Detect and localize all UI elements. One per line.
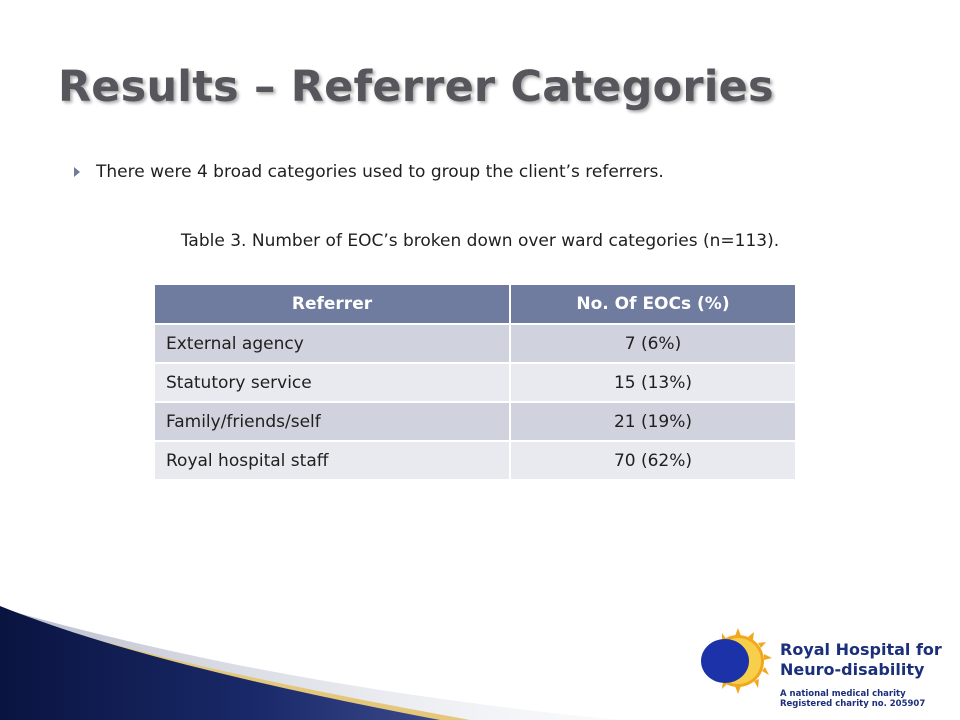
eoc-count-cell: 21 (19%): [510, 402, 795, 442]
eoc-count-cell: 70 (62%): [510, 441, 795, 481]
logo-tagline-line2: Registered charity no. 205907: [780, 699, 926, 709]
eoc-count-cell: 15 (13%): [510, 363, 795, 403]
table-row: Royal hospital staff 70 (62%): [155, 441, 795, 481]
column-header-referrer: Referrer: [155, 285, 511, 325]
slide-title: Results – Referrer Categories: [58, 62, 774, 112]
bullet-triangle-icon: [74, 167, 80, 177]
decorative-swoosh: [0, 606, 620, 720]
rhn-logo: Royal Hospital for Neuro-disability A na…: [692, 628, 942, 718]
table-row: External agency 7 (6%): [155, 324, 795, 364]
table-row: Statutory service 15 (13%): [155, 363, 795, 403]
logo-tagline-line1: A national medical charity: [780, 689, 906, 699]
column-header-eocs: No. Of EOCs (%): [510, 285, 795, 325]
table-caption: Table 3. Number of EOC’s broken down ove…: [180, 231, 780, 251]
referrer-cell: Family/friends/self: [155, 402, 511, 442]
logo-name: Royal Hospital for Neuro-disability: [780, 640, 942, 680]
bullet-item: There were 4 broad categories used to gr…: [70, 162, 664, 182]
sun-logo-icon: [701, 628, 772, 694]
table-row: Family/friends/self 21 (19%): [155, 402, 795, 442]
logo-name-line1: Royal Hospital for: [780, 640, 942, 659]
referrer-cell: Statutory service: [155, 363, 511, 403]
table-header-row: Referrer No. Of EOCs (%): [155, 285, 795, 325]
logo-name-line2: Neuro-disability: [780, 660, 925, 679]
referrer-cell: Royal hospital staff: [155, 441, 511, 481]
logo-tagline: A national medical charity Registered ch…: [780, 689, 925, 709]
eoc-count-cell: 7 (6%): [510, 324, 795, 364]
referrer-cell: External agency: [155, 324, 511, 364]
bullet-text: There were 4 broad categories used to gr…: [96, 162, 664, 182]
referrer-table: Referrer No. Of EOCs (%) External agency…: [155, 285, 795, 481]
